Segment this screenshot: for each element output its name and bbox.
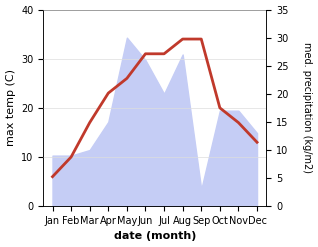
Y-axis label: med. precipitation (kg/m2): med. precipitation (kg/m2) [302,42,313,173]
Y-axis label: max temp (C): max temp (C) [5,69,16,146]
X-axis label: date (month): date (month) [114,231,196,242]
